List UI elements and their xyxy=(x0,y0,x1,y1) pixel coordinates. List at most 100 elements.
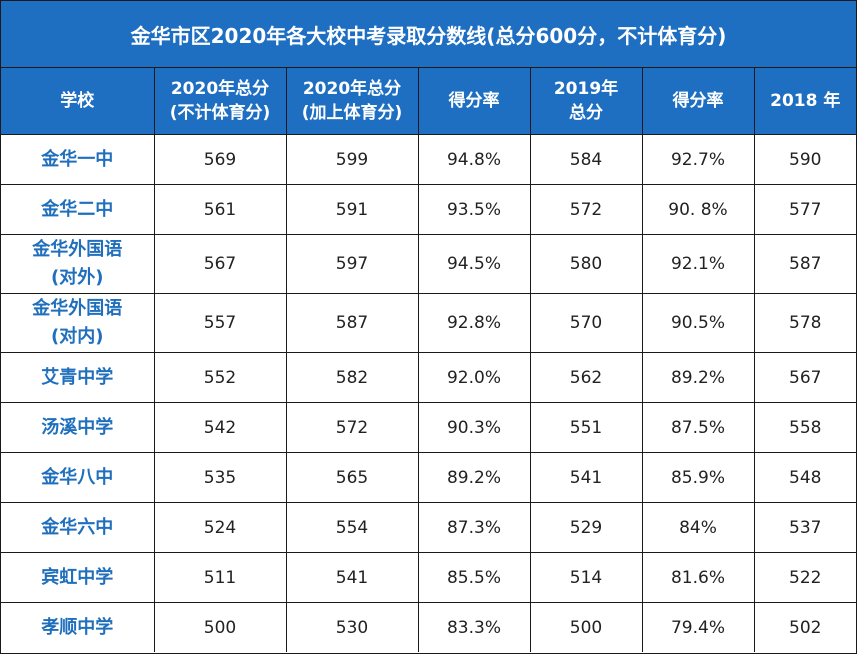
column-header: 得分率 xyxy=(641,68,755,135)
score-cell: 89.2% xyxy=(641,352,755,403)
score-cell: 572 xyxy=(285,402,419,453)
score-cell: 93.5% xyxy=(417,184,531,235)
column-header-line: 得分率 xyxy=(672,91,724,111)
score-cell: 511 xyxy=(153,552,287,603)
score-cell: 554 xyxy=(285,502,419,553)
school-name-line: (对外) xyxy=(51,267,104,288)
column-header: 2020年总分 (不计体育分) xyxy=(153,68,287,135)
score-cell: 548 xyxy=(753,452,856,503)
score-cell: 89.2% xyxy=(417,452,531,503)
school-name-cell: 孝顺中学 xyxy=(1,602,155,652)
score-cell: 577 xyxy=(753,184,856,235)
score-cell: 90.3% xyxy=(417,402,531,453)
column-header-line: 学校 xyxy=(60,91,95,111)
school-name-cell: 金华二中 xyxy=(1,184,155,235)
score-cell: 565 xyxy=(285,452,419,503)
score-cell: 92.8% xyxy=(417,293,531,353)
score-cell: 567 xyxy=(753,352,856,403)
school-name-cell: 汤溪中学 xyxy=(1,402,155,453)
school-name-line: 孝顺中学 xyxy=(41,616,114,638)
score-cell: 92.7% xyxy=(641,134,755,185)
score-cell: 597 xyxy=(285,234,419,294)
score-cell: 94.5% xyxy=(417,234,531,294)
column-header-line: (不计体育分) xyxy=(169,103,271,123)
score-cell: 567 xyxy=(153,234,287,294)
table-title: 金华市区2020年各大校中考录取分数线(总分600分，不计体育分) xyxy=(1,1,856,68)
column-header-line: 总分 xyxy=(569,103,603,123)
score-cell: 535 xyxy=(153,452,287,503)
score-cell: 570 xyxy=(529,293,643,353)
score-cell: 562 xyxy=(529,352,643,403)
score-cell: 92.1% xyxy=(641,234,755,294)
score-cell: 541 xyxy=(285,552,419,603)
school-name-line: 艾青中学 xyxy=(41,366,114,388)
score-cell: 92.0% xyxy=(417,352,531,403)
column-header: 得分率 xyxy=(417,68,531,135)
score-cell: 587 xyxy=(753,234,856,294)
school-name-cell: 艾青中学 xyxy=(1,352,155,403)
column-header-line: 2020年总分 xyxy=(302,79,402,99)
score-cell: 552 xyxy=(153,352,287,403)
school-name-line: 金华外国语 xyxy=(32,239,123,260)
score-cell: 541 xyxy=(529,452,643,503)
school-name-line: (对内) xyxy=(51,326,104,347)
score-cell: 84% xyxy=(641,502,755,553)
score-cell: 578 xyxy=(753,293,856,353)
score-cell: 502 xyxy=(753,602,856,652)
column-header-line: 2020年总分 xyxy=(170,79,270,99)
score-cell: 500 xyxy=(153,602,287,652)
column-header: 学校 xyxy=(1,68,155,135)
score-cell: 582 xyxy=(285,352,419,403)
school-name-cell: 金华六中 xyxy=(1,502,155,553)
table-row: 宾虹中学 511 541 85.5% 514 81.6% 522 xyxy=(1,552,856,603)
score-cell: 529 xyxy=(529,502,643,553)
score-cell: 81.6% xyxy=(641,552,755,603)
school-name-line: 汤溪中学 xyxy=(41,416,114,438)
score-cell: 79.4% xyxy=(641,602,755,652)
column-header-line: 2018 年 xyxy=(770,91,841,111)
school-name-line: 金华八中 xyxy=(41,466,114,488)
column-header: 2020年总分 (加上体育分) xyxy=(285,68,419,135)
score-cell: 590 xyxy=(753,134,856,185)
score-cell: 522 xyxy=(753,552,856,603)
score-cell: 587 xyxy=(285,293,419,353)
school-name-cell: 金华外国语 (对内) xyxy=(1,293,155,353)
school-name-line: 金华六中 xyxy=(41,516,114,538)
score-cell: 557 xyxy=(153,293,287,353)
school-name-cell: 金华八中 xyxy=(1,452,155,503)
table-row: 金华六中 524 554 87.3% 529 84% 537 xyxy=(1,502,856,553)
school-name-line: 金华一中 xyxy=(41,148,114,170)
school-name-cell: 金华一中 xyxy=(1,134,155,185)
score-cell: 561 xyxy=(153,184,287,235)
school-name-line: 宾虹中学 xyxy=(41,566,114,588)
school-name-line: 金华外国语 xyxy=(32,298,123,319)
score-cell: 584 xyxy=(529,134,643,185)
header-row: 学校 2020年总分 (不计体育分) 2020年总分 (加上体育分) 得分率 2019年 总分… xyxy=(1,68,856,135)
score-cell: 572 xyxy=(529,184,643,235)
table-row: 金华二中 561 591 93.5% 572 90. 8% 577 xyxy=(1,184,856,235)
score-cell: 591 xyxy=(285,184,419,235)
table-row: 金华一中 569 599 94.8% 584 92.7% 590 xyxy=(1,134,856,185)
school-name-line: 金华二中 xyxy=(41,198,114,220)
school-name-cell: 宾虹中学 xyxy=(1,552,155,603)
score-cell: 599 xyxy=(285,134,419,185)
score-cell: 85.9% xyxy=(641,452,755,503)
score-cell: 542 xyxy=(153,402,287,453)
score-cell: 514 xyxy=(529,552,643,603)
table-row: 孝顺中学 500 530 83.3% 500 79.4% 502 xyxy=(1,602,856,652)
score-cell: 500 xyxy=(529,602,643,652)
score-cell: 87.3% xyxy=(417,502,531,553)
score-cell: 94.8% xyxy=(417,134,531,185)
table-row: 汤溪中学 542 572 90.3% 551 87.5% 558 xyxy=(1,402,856,453)
score-table: 学校 2020年总分 (不计体育分) 2020年总分 (加上体育分) 得分率 2019年 总分… xyxy=(1,68,856,652)
score-cell: 90. 8% xyxy=(641,184,755,235)
column-header-line: 2019年 xyxy=(553,79,619,99)
school-name-cell: 金华外国语 (对外) xyxy=(1,234,155,294)
score-cell: 90.5% xyxy=(641,293,755,353)
column-header-line: (加上体育分) xyxy=(301,103,403,123)
score-cell: 530 xyxy=(285,602,419,652)
column-header: 2018 年 xyxy=(753,68,856,135)
table-body: 金华一中 569 599 94.8% 584 92.7% 590 金华二中 561 591 93.5… xyxy=(1,134,856,652)
column-header: 2019年总分 xyxy=(529,68,643,135)
